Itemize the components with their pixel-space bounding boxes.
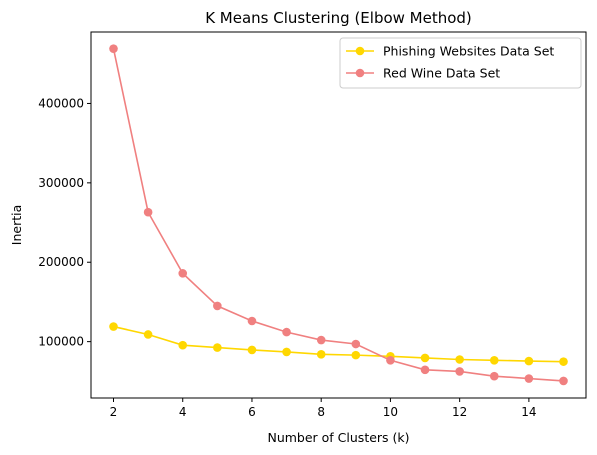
data-point bbox=[213, 301, 222, 311]
data-point bbox=[109, 44, 118, 53]
series-line-1 bbox=[112, 48, 564, 382]
data-point bbox=[524, 374, 534, 383]
data-point bbox=[420, 353, 430, 363]
data-point bbox=[489, 355, 499, 365]
data-point bbox=[316, 350, 326, 359]
data-point bbox=[559, 357, 568, 366]
x-tick-label: 14 bbox=[521, 405, 536, 419]
x-tick-label: 6 bbox=[248, 405, 256, 419]
y-tick-label: 300000 bbox=[38, 176, 84, 190]
x-tick-label: 4 bbox=[179, 405, 187, 419]
data-point bbox=[178, 340, 188, 350]
legend-label: Red Wine Data Set bbox=[383, 66, 500, 81]
data-point bbox=[282, 347, 291, 357]
data-point bbox=[282, 327, 291, 337]
axes: 2 4 6 8 10 12 14 100000 200000 300000 400000 bbox=[38, 31, 587, 419]
data-point bbox=[316, 335, 326, 345]
data-point bbox=[351, 339, 361, 349]
data-point bbox=[109, 322, 118, 331]
data-point bbox=[420, 365, 430, 375]
y-tick-label: 400000 bbox=[38, 96, 84, 110]
data-point bbox=[455, 355, 464, 364]
plot-area bbox=[109, 44, 568, 386]
x-tick-label: 12 bbox=[452, 405, 467, 419]
x-axis-label: Number of Clusters (k) bbox=[267, 430, 409, 445]
y-tick-label: 200000 bbox=[38, 255, 84, 269]
legend: Phishing Websites Data Set Red Wine Data … bbox=[339, 37, 582, 89]
data-point bbox=[489, 371, 499, 381]
legend-box bbox=[339, 37, 582, 89]
legend-marker bbox=[355, 68, 365, 78]
y-tick-label: 100000 bbox=[38, 335, 84, 349]
data-point bbox=[559, 376, 568, 386]
data-point bbox=[178, 269, 188, 278]
chart-title: K Means Clustering (Elbow Method) bbox=[205, 9, 472, 27]
data-point bbox=[213, 343, 222, 352]
data-point bbox=[351, 350, 361, 360]
y-axis-label: Inertia bbox=[9, 205, 24, 245]
series-line-0 bbox=[113, 325, 564, 363]
x-tick-label: 10 bbox=[383, 405, 398, 419]
x-tick-label: 8 bbox=[317, 405, 325, 419]
data-point bbox=[524, 356, 534, 366]
data-point bbox=[143, 207, 153, 217]
plot-frame bbox=[90, 31, 587, 399]
data-point bbox=[247, 345, 257, 355]
data-point bbox=[143, 330, 153, 339]
legend-marker bbox=[355, 46, 365, 56]
data-point bbox=[247, 316, 257, 326]
data-point bbox=[386, 355, 395, 365]
x-tick-label: 2 bbox=[110, 405, 118, 419]
legend-label: Phishing Websites Data Set bbox=[383, 44, 554, 59]
data-point bbox=[455, 367, 464, 376]
